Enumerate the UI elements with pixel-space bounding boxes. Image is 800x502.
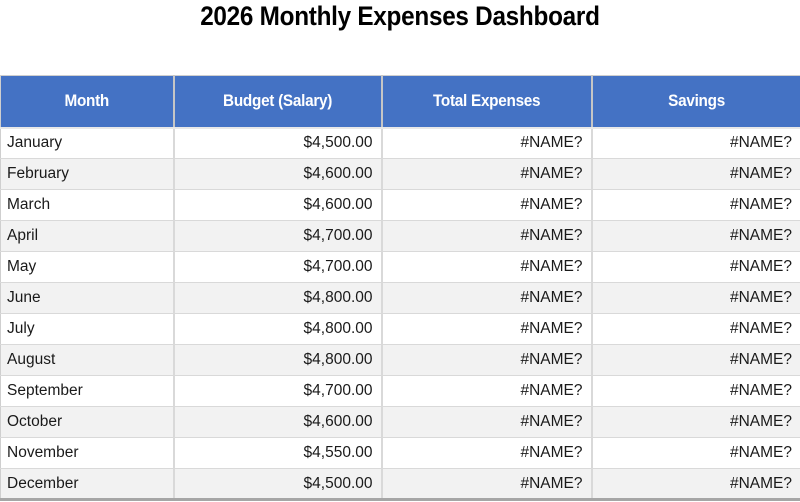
cell-savings[interactable]: #NAME? [591, 282, 800, 314]
cell-month[interactable]: November [0, 437, 175, 469]
cell-month[interactable]: January [0, 127, 175, 159]
table-row: June $4,800.00 #NAME? #NAME? [0, 282, 800, 314]
table-row: March $4,600.00 #NAME? #NAME? [0, 189, 800, 221]
cell-month[interactable]: April [0, 220, 175, 252]
header-row: Month Budget (Salary) Total Expenses Sav… [0, 75, 800, 129]
table-row: September $4,700.00 #NAME? #NAME? [0, 375, 800, 407]
column-header-savings-label: Savings [667, 91, 725, 111]
column-header-savings[interactable]: Savings [591, 75, 800, 129]
cell-total-expenses[interactable]: #NAME? [381, 282, 593, 314]
cell-month[interactable]: March [0, 189, 175, 221]
table-row: August $4,800.00 #NAME? #NAME? [0, 344, 800, 376]
cell-budget[interactable]: $4,600.00 [173, 189, 383, 221]
cell-savings[interactable]: #NAME? [591, 344, 800, 376]
table-row: November $4,550.00 #NAME? #NAME? [0, 437, 800, 469]
cell-budget[interactable]: $4,700.00 [173, 375, 383, 407]
expenses-table: Month Budget (Salary) Total Expenses Sav… [0, 75, 800, 501]
page-title-text: 2026 Monthly Expenses Dashboard [200, 1, 600, 31]
cell-month[interactable]: July [0, 313, 175, 345]
table-row: October $4,600.00 #NAME? #NAME? [0, 406, 800, 438]
cell-budget[interactable]: $4,700.00 [173, 220, 383, 252]
column-header-budget-label: Budget (Salary) [222, 91, 333, 111]
table-body: January $4,500.00 #NAME? #NAME? February… [0, 127, 800, 500]
cell-month[interactable]: May [0, 251, 175, 283]
cell-total-expenses[interactable]: #NAME? [381, 468, 593, 500]
table-header: Month Budget (Salary) Total Expenses Sav… [0, 75, 800, 129]
cell-month[interactable]: October [0, 406, 175, 438]
cell-total-expenses[interactable]: #NAME? [381, 220, 593, 252]
cell-savings[interactable]: #NAME? [591, 220, 800, 252]
cell-month[interactable]: August [0, 344, 175, 376]
cell-savings[interactable]: #NAME? [591, 189, 800, 221]
cell-budget[interactable]: $4,550.00 [173, 437, 383, 469]
cell-month[interactable]: February [0, 158, 175, 190]
cell-savings[interactable]: #NAME? [591, 406, 800, 438]
cell-savings[interactable]: #NAME? [591, 437, 800, 469]
cell-total-expenses[interactable]: #NAME? [381, 437, 593, 469]
cell-month[interactable]: September [0, 375, 175, 407]
cell-total-expenses[interactable]: #NAME? [381, 251, 593, 283]
cell-savings[interactable]: #NAME? [729, 134, 792, 152]
table-row: December $4,500.00 #NAME? #NAME? [0, 468, 800, 500]
cell-budget[interactable]: $4,800.00 [173, 282, 383, 314]
cell-budget[interactable]: $4,700.00 [173, 251, 383, 283]
cell-savings[interactable]: #NAME? [591, 251, 800, 283]
cell-savings[interactable]: #NAME? [591, 158, 800, 190]
page-title: 2026 Monthly Expenses Dashboard [0, 0, 800, 31]
cell-total-expenses[interactable]: #NAME? [381, 375, 593, 407]
column-header-total-expenses[interactable]: Total Expenses [381, 75, 593, 129]
cell-savings[interactable]: #NAME? [591, 313, 800, 345]
table-row: January $4,500.00 #NAME? #NAME? [0, 127, 800, 159]
cell-savings[interactable]: #NAME? [591, 468, 800, 500]
column-header-month[interactable]: Month [0, 75, 175, 129]
cell-total-expenses[interactable]: #NAME? [381, 127, 593, 159]
cell-total-expenses[interactable]: #NAME? [381, 189, 593, 221]
cell-budget[interactable]: $4,600.00 [173, 158, 383, 190]
table-row: February $4,600.00 #NAME? #NAME? [0, 158, 800, 190]
cell-budget[interactable]: $4,800.00 [173, 313, 383, 345]
table-row: April $4,700.00 #NAME? #NAME? [0, 220, 800, 252]
column-header-total-expenses-label: Total Expenses [432, 91, 541, 111]
cell-total-expenses[interactable]: #NAME? [381, 313, 593, 345]
cell-budget[interactable]: $4,800.00 [173, 344, 383, 376]
cell-savings[interactable]: #NAME? [591, 375, 800, 407]
cell-total-expenses[interactable]: #NAME? [381, 158, 593, 190]
cell-budget[interactable]: $4,600.00 [173, 406, 383, 438]
cell-total-expenses[interactable]: #NAME? [381, 406, 593, 438]
column-header-month-label: Month [64, 91, 110, 111]
table-row: May $4,700.00 #NAME? #NAME? [0, 251, 800, 283]
column-header-budget[interactable]: Budget (Salary) [173, 75, 383, 129]
table-row: July $4,800.00 #NAME? #NAME? [0, 313, 800, 345]
cell-month[interactable]: June [0, 282, 175, 314]
cell-total-expenses[interactable]: #NAME? [381, 344, 593, 376]
cell-budget[interactable]: $4,500.00 [173, 468, 383, 500]
cell-budget[interactable]: $4,500.00 [173, 127, 383, 159]
cell-month[interactable]: December [0, 468, 175, 500]
